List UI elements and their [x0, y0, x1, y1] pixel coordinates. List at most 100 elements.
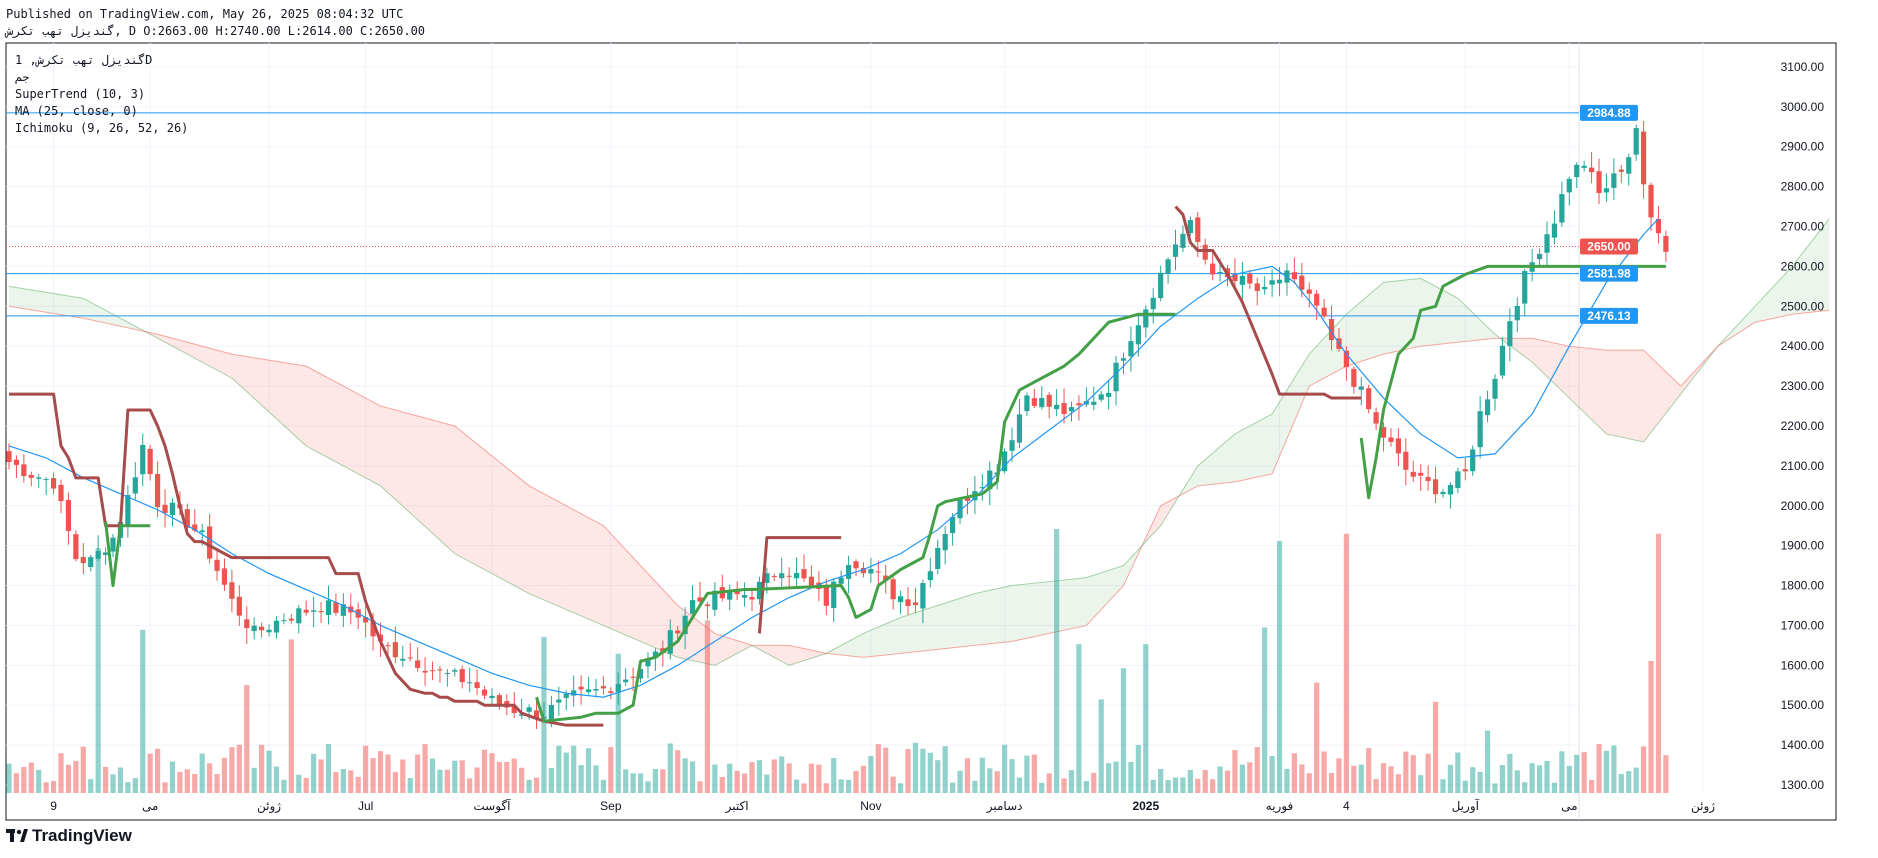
cloud-segment [1532, 338, 1540, 370]
volume-bar [340, 769, 346, 793]
cloud-segment [276, 361, 284, 426]
cloud-segment [358, 394, 366, 478]
candles [6, 121, 1669, 730]
candle-body [764, 573, 770, 583]
cloud-segment [1376, 282, 1384, 357]
price-tag [1580, 238, 1638, 255]
candle-body [266, 629, 272, 633]
volume-bar [489, 753, 495, 793]
candle-body [296, 608, 302, 624]
volume-bar [221, 757, 228, 793]
volume-bar [1276, 541, 1283, 793]
candle-body [1633, 128, 1639, 155]
legend-supertrend[interactable]: SuperTrend (10, 3) [15, 87, 146, 101]
cloud-segment [796, 646, 805, 663]
candle-body [1002, 451, 1008, 472]
volume-bar [36, 769, 42, 793]
supertrend-down-line [1174, 205, 1362, 400]
cloud-segment [387, 408, 396, 500]
time-tick-label: فوریه [1266, 799, 1294, 814]
volume-bar [1106, 763, 1112, 793]
cloud-segment [306, 366, 314, 450]
cloud-segment [1658, 364, 1666, 423]
cloud-segment [1777, 274, 1785, 318]
supertrend-down-line [9, 392, 604, 727]
cloud-segment [885, 620, 894, 655]
cloud-segment [610, 533, 619, 632]
volume-bar [1403, 751, 1409, 793]
candle-body [1388, 437, 1394, 442]
legend-ichimoku[interactable]: Ichimoku (9, 26, 52, 26) [15, 121, 189, 135]
volume-bar [682, 758, 688, 793]
price-tick-label: 2900.00 [1781, 140, 1825, 154]
candle-body [1351, 368, 1357, 387]
volume-bar [125, 782, 131, 793]
candle-body [303, 609, 309, 613]
time-tick-label: 9 [50, 799, 57, 813]
supertrend-up-line [1359, 264, 1666, 500]
cloud-segment [1725, 330, 1733, 342]
cloud-segment [135, 326, 143, 332]
volume-bar [467, 778, 473, 793]
supertrend-down-line [757, 536, 842, 634]
volume-bar [1470, 767, 1476, 793]
cloud-segment [380, 406, 388, 493]
cloud-segment [974, 591, 983, 646]
cloud-segment [1264, 414, 1273, 476]
candle-body [1432, 479, 1439, 495]
time-tick-label: 2025 [1132, 799, 1159, 813]
candle-body [1328, 319, 1335, 341]
candle-body [1202, 244, 1208, 260]
cloud-segment [350, 390, 359, 474]
legend-ma[interactable]: MA (25, close, 0) [15, 104, 138, 118]
price-tick-label: 2800.00 [1781, 180, 1825, 194]
candle-body [927, 571, 933, 581]
candle-body [1551, 223, 1558, 238]
cloud-segment [647, 573, 656, 648]
volume-bar [281, 779, 287, 793]
candle-body [875, 571, 881, 573]
legend-symbol[interactable]: گندیزل تهب تکرش, 1D [15, 53, 153, 67]
volume-bar [236, 744, 242, 793]
candle-body [392, 642, 398, 658]
candle-body [771, 576, 777, 578]
candle-body [1128, 341, 1134, 357]
cloud-segment [595, 521, 604, 626]
volume-bar [407, 778, 413, 793]
candle-body [1588, 167, 1595, 173]
cloud-segment [1249, 421, 1258, 479]
volume-bar [1262, 627, 1268, 793]
candle-body [1299, 275, 1305, 290]
cloud-segment [521, 479, 530, 594]
cloud-segment [1361, 295, 1369, 362]
cloud-segment [1465, 305, 1473, 342]
candle-body [1031, 398, 1037, 406]
cloud-segment [410, 414, 418, 520]
cloud-segment [9, 286, 17, 308]
volume-bar [1551, 782, 1558, 793]
cloud-segment [425, 418, 433, 534]
cloud-segment [1242, 425, 1250, 481]
volume-bar [942, 746, 948, 793]
volume-bar [1232, 750, 1238, 793]
cloud-segment [142, 330, 151, 335]
volume-bar [155, 748, 161, 793]
volume-bar [875, 744, 881, 793]
volume-bar [1544, 760, 1550, 793]
candle-body [207, 526, 213, 559]
candle-body [853, 561, 859, 569]
volume-bar [704, 620, 711, 793]
volume-bar [1559, 751, 1565, 793]
candle-body [192, 524, 198, 531]
cloud-segment [165, 336, 173, 347]
candle-body [140, 444, 146, 475]
candle-body [600, 686, 606, 689]
time-tick-label: Jul [358, 799, 373, 813]
cloud-segment [90, 302, 99, 322]
volume-bar [117, 767, 124, 793]
volume-bar [1484, 730, 1491, 793]
candle-body [1239, 275, 1245, 285]
cloud-segment [343, 386, 351, 470]
cloud-segment [1205, 453, 1213, 486]
